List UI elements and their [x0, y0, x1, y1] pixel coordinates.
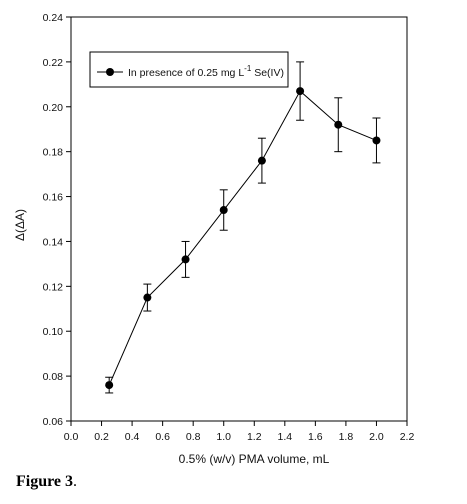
y-tick-label: 0.10 [43, 326, 64, 338]
y-tick-label: 0.06 [43, 416, 64, 428]
x-tick-label: 0.4 [125, 431, 140, 443]
y-tick-label: 0.08 [43, 371, 64, 383]
legend-label: In presence of 0.25 mg L-1 Se(IV) [128, 64, 284, 79]
y-tick-label: 0.24 [43, 12, 64, 24]
data-point [143, 293, 152, 302]
series-line [108, 90, 377, 386]
data-point [296, 87, 305, 96]
x-axis-title: 0.5% (w/v) PMA volume, mL [179, 452, 330, 466]
y-tick-label: 0.18 [43, 147, 64, 159]
legend: In presence of 0.25 mg L-1 Se(IV) [89, 51, 289, 88]
legend-box [89, 51, 289, 88]
figure-caption-label: Figure 3 [16, 473, 74, 490]
x-tick-label: 1.4 [278, 431, 293, 443]
x-tick-label: 1.6 [308, 431, 323, 443]
data-point [181, 255, 190, 264]
x-tick-label: 2.0 [369, 431, 384, 443]
x-tick-label: 1.2 [247, 431, 262, 443]
plot-frame [70, 16, 408, 422]
x-tick-label: 0.8 [186, 431, 201, 443]
data-point [219, 206, 228, 215]
figure-caption: Figure 3. [16, 473, 77, 491]
x-tick-label: 1.0 [216, 431, 231, 443]
data-point [334, 120, 343, 129]
x-tick-label: 1.8 [339, 431, 354, 443]
data-point [372, 136, 381, 145]
legend-marker [106, 68, 114, 76]
y-tick-label: 0.12 [43, 281, 64, 293]
y-axis-title: Δ(ΔA) [13, 209, 27, 241]
y-tick-label: 0.14 [43, 236, 64, 248]
x-tick-label: 2.2 [400, 431, 415, 443]
x-tick-label: 0.0 [64, 431, 79, 443]
x-tick-label: 0.6 [155, 431, 170, 443]
y-tick-label: 0.20 [43, 102, 64, 114]
data-point [257, 156, 266, 165]
x-tick-label: 0.2 [94, 431, 109, 443]
data-point [105, 381, 114, 390]
figure-caption-punct: . [73, 473, 78, 490]
y-tick-label: 0.16 [43, 192, 64, 204]
y-tick-label: 0.22 [43, 57, 64, 69]
